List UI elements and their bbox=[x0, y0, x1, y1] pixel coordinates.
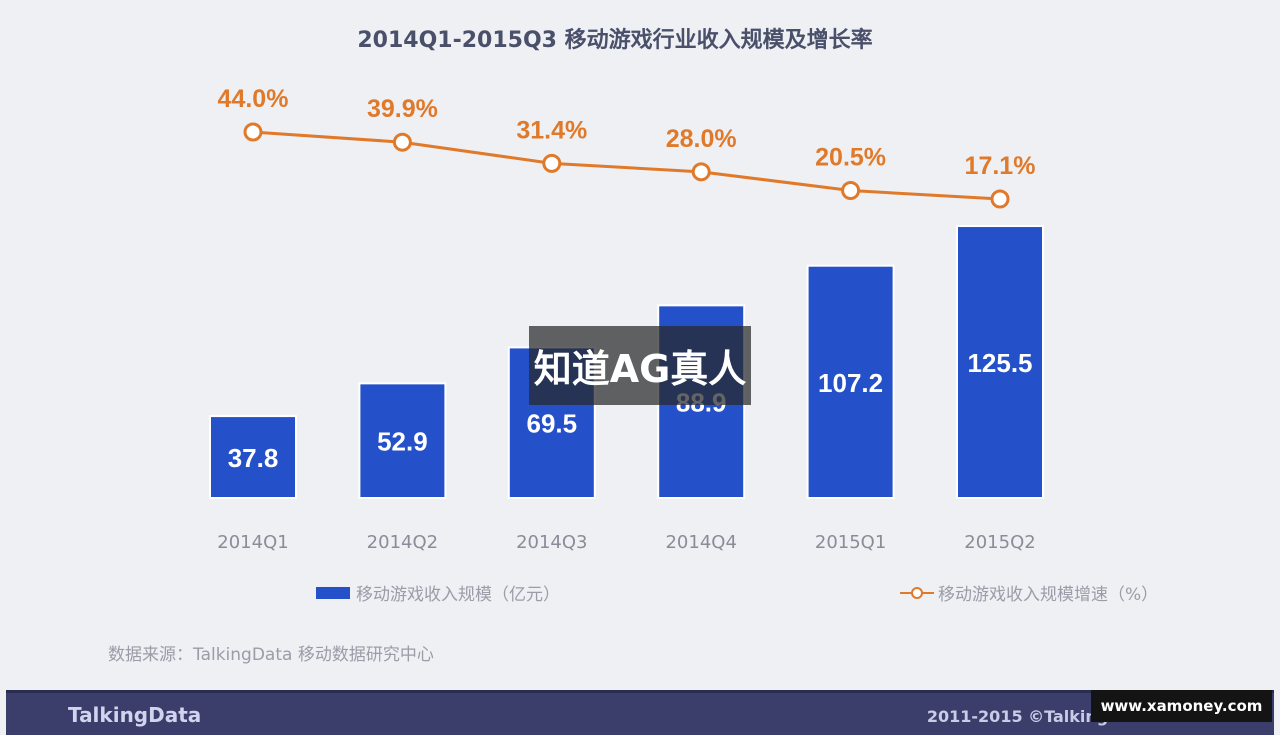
footer-bar: TalkingData 2011-2015 ©TalkingData.com bbox=[6, 690, 1274, 735]
growth-value-label: 44.0% bbox=[218, 85, 289, 113]
bar-value-label: 52.9 bbox=[377, 427, 428, 457]
growth-point bbox=[691, 162, 711, 182]
chart-title: 2014Q1-2015Q3 移动游戏行业收入规模及增长率 bbox=[357, 28, 873, 53]
legend-line-swatch bbox=[900, 586, 934, 600]
bar-value-label: 69.5 bbox=[526, 409, 577, 439]
growth-point bbox=[841, 181, 861, 201]
growth-value-label: 20.5% bbox=[815, 144, 886, 172]
watermark-center: 知道AG真人 bbox=[529, 326, 751, 405]
bar-value-label: 125.5 bbox=[967, 348, 1032, 378]
legend-bar-label: 移动游戏收入规模（亿元） bbox=[356, 585, 560, 605]
growth-value-label: 39.9% bbox=[367, 95, 438, 123]
growth-value-label: 17.1% bbox=[965, 152, 1036, 180]
bar bbox=[806, 264, 895, 499]
talkingdata-logo: TalkingData bbox=[68, 703, 202, 727]
growth-point bbox=[392, 132, 412, 152]
legend-bar-swatch bbox=[316, 586, 350, 599]
legend-line-label: 移动游戏收入规模增速（%） bbox=[938, 585, 1159, 605]
x-tick-label: 2015Q1 bbox=[815, 532, 886, 553]
x-tick-label: 2014Q1 bbox=[217, 532, 288, 553]
bar-value-label: 107.2 bbox=[818, 368, 883, 398]
growth-point bbox=[990, 189, 1010, 209]
bar-value-label: 37.8 bbox=[228, 443, 279, 473]
growth-line bbox=[252, 130, 1001, 201]
watermark-corner: www.xamoney.com bbox=[1091, 690, 1272, 722]
growth-point bbox=[542, 153, 562, 173]
x-tick-label: 2014Q3 bbox=[516, 532, 587, 553]
growth-value-label: 28.0% bbox=[666, 125, 737, 153]
x-tick-label: 2014Q4 bbox=[665, 532, 736, 553]
growth-value-label: 31.4% bbox=[516, 116, 587, 144]
bar bbox=[358, 382, 447, 499]
bar bbox=[209, 415, 297, 499]
growth-point bbox=[243, 122, 263, 142]
legend: 移动游戏收入规模（亿元） 移动游戏收入规模增速（%） bbox=[316, 580, 1158, 605]
bar bbox=[956, 225, 1044, 499]
data-source: 数据来源：TalkingData 移动数据研究中心 bbox=[108, 645, 434, 665]
x-tick-label: 2015Q2 bbox=[964, 532, 1035, 553]
x-tick-label: 2014Q2 bbox=[367, 532, 438, 553]
